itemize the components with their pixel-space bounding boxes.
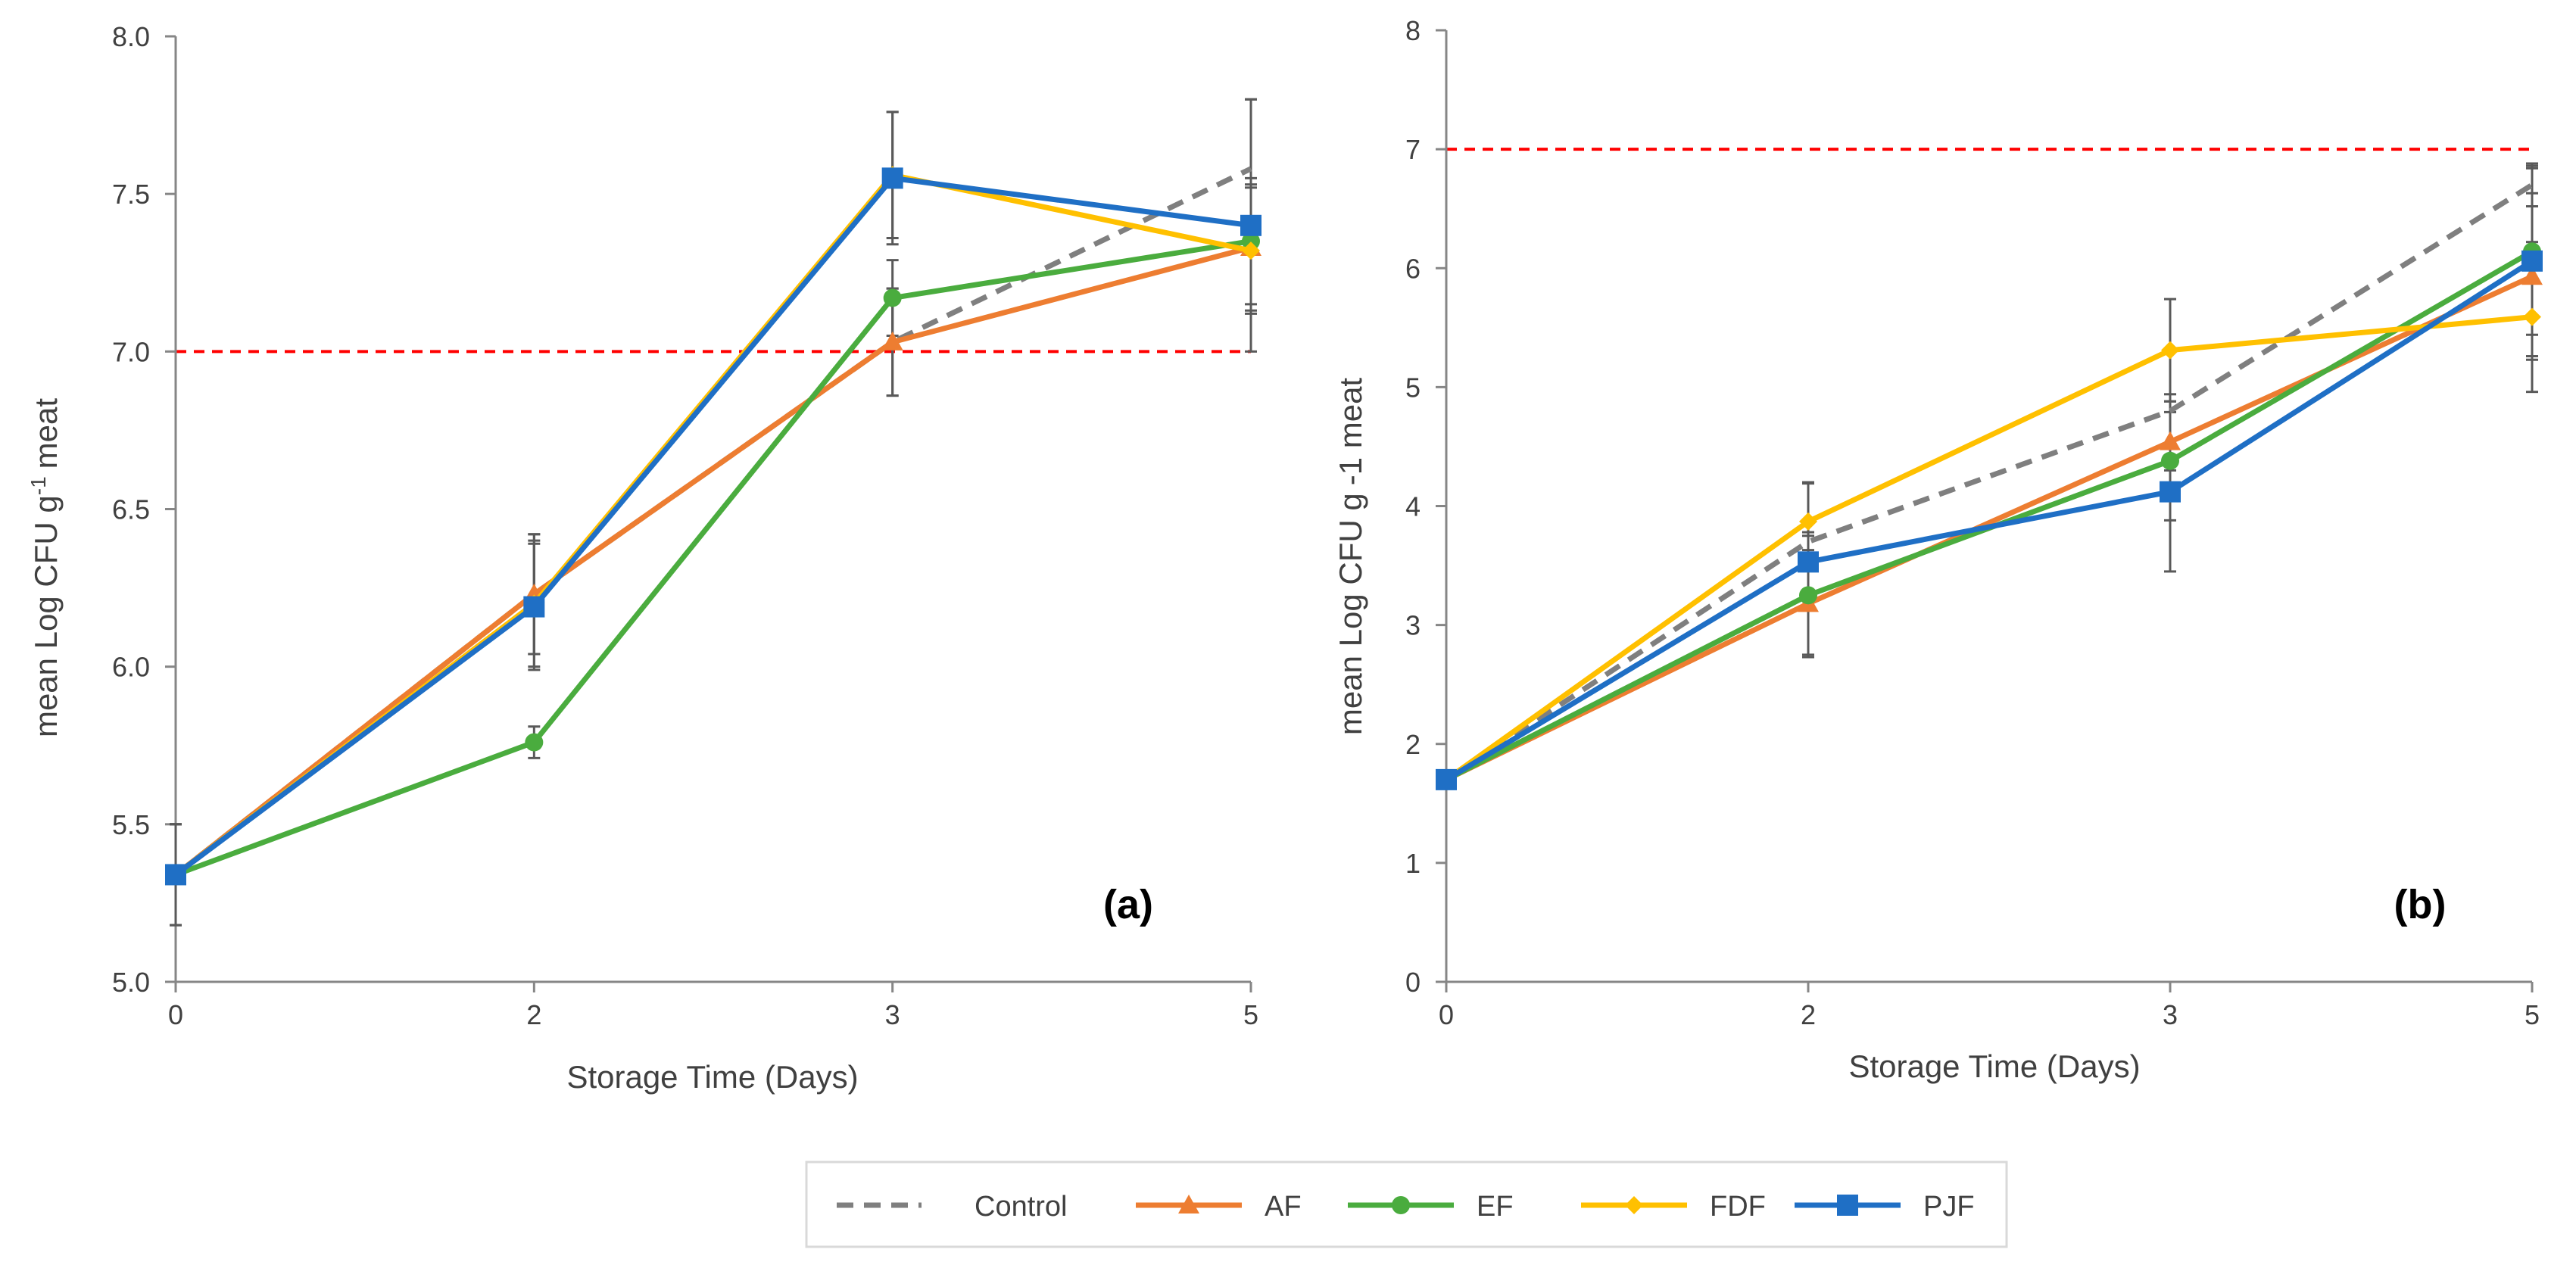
data-point-ef [2161,451,2179,470]
series-line-pjf [1445,258,2534,782]
data-point-pjf [165,864,186,886]
y-axis-title-main: mean Log CFU g [1333,493,1368,735]
panel-label: (a) [1103,882,1153,927]
data-point-ef [1242,232,1260,251]
data-point-af [2160,431,2181,450]
data-point-pjf [2521,250,2543,272]
series-line-af [173,245,1252,877]
data-point-fdf [1242,241,1260,260]
y-tick-label: 5.0 [112,967,150,998]
x-tick-label: 3 [2163,999,2178,1030]
y-tick-label: 7.0 [112,336,150,367]
y-tick-label: 1 [1405,848,1421,879]
y-tick-label: 5.5 [112,809,150,840]
data-point-af [881,331,903,350]
legend-label-af: AF [1265,1191,1302,1223]
y-tick-label: 8 [1405,15,1421,46]
data-point-pjf [1240,214,1261,236]
y-axis-title: mean Log CFU g-1 meat [27,398,64,737]
y-axis-title-tail: meat [28,398,64,469]
y-tick-label: 0 [1405,967,1421,998]
y-tick-label: 7.5 [112,179,150,210]
y-axis-title: mean Log CFU g -1 meat [1333,378,1368,736]
legend-marker-fdf [1625,1196,1643,1214]
data-point-pjf [1436,768,1457,790]
series-pjf [1436,250,2543,790]
x-tick-label: 0 [1439,999,1454,1030]
legend-marker-pjf [1837,1195,1858,1216]
data-point-pjf [523,596,545,618]
y-tick-label: 5 [1405,372,1421,403]
tick-labels: 0 1 2 3 4 5 6 7 8 0 2 3 5 [1405,15,2540,1030]
y-tick-label: 2 [1405,729,1421,760]
y-tick-label: 3 [1405,610,1421,641]
data-point-pjf [2160,481,2181,503]
legend-label-pjf: PJF [1923,1191,1975,1223]
x-tick-label: 5 [2525,999,2540,1030]
series-line-pjf [173,175,1252,877]
data-point-fdf [2523,307,2541,326]
axes [1436,29,2534,992]
y-axis-title-sup: -1 [27,476,50,495]
y-tick-label: 8.0 [112,21,150,52]
legend-marker-af [1178,1195,1199,1213]
series-layer [165,98,1261,927]
y-tick-label: 6 [1405,253,1421,284]
x-tick-label: 3 [885,999,900,1030]
data-point-pjf [881,167,903,189]
y-tick-label: 4 [1405,491,1421,522]
series-layer [1436,162,2543,790]
data-point-ef [883,288,902,307]
series-ef [167,232,1260,884]
series-pjf [165,167,1261,886]
series-line-fdf [1444,314,2533,782]
x-tick-label: 5 [1243,999,1258,1030]
series-line-ef [174,238,1252,877]
legend-item-af: AF [1136,1191,1302,1223]
x-tick-label: 2 [526,999,541,1030]
legend-label-fdf: FDF [1710,1191,1766,1223]
tick-labels: 5.0 5.5 6.0 6.5 7.0 7.5 8.0 0 2 3 5 [112,21,1258,1030]
legend: Control AF EF FDF PJF [805,1161,2008,1248]
y-tick-label: 7 [1405,134,1421,165]
y-tick-label: 6.0 [112,652,150,683]
x-axis-title: Storage Time (Days) [1848,1048,2140,1084]
data-point-pjf [1798,551,1819,573]
data-point-ef [525,733,544,752]
legend-marker-ef [1392,1196,1410,1214]
x-tick-label: 0 [168,999,183,1030]
y-axis-title-main: mean Log CFU g [28,495,64,737]
legend-entries: Control AF EF FDF PJF [837,1191,1975,1223]
legend-item-pjf: PJF [1795,1191,1975,1223]
legend-item-control: Control [837,1191,1068,1223]
legend-label-ef: EF [1477,1191,1514,1223]
x-axis-title: Storage Time (Days) [566,1059,858,1095]
legend-label-control: Control [975,1191,1068,1223]
chart-panel-a: 5.0 5.5 6.0 6.5 7.0 7.5 8.0 0 2 3 5 (a) Storage Ti… [27,21,1261,1095]
legend-item-fdf: FDF [1581,1191,1766,1223]
data-point-ef [1799,586,1817,605]
chart-panel-b: 0 1 2 3 4 5 6 7 8 0 2 3 5 (b) Storage Time (Days) me… [1333,15,2543,1084]
panel-label: (b) [2394,882,2447,927]
x-tick-label: 2 [1801,999,1816,1030]
data-point-fdf [1799,512,1817,531]
data-point-af [2521,266,2543,285]
legend-item-ef: EF [1348,1191,1514,1223]
y-axis-title-tail: -1 meat [1333,378,1368,486]
y-tick-label: 6.5 [112,494,150,525]
data-point-fdf [2161,341,2179,360]
